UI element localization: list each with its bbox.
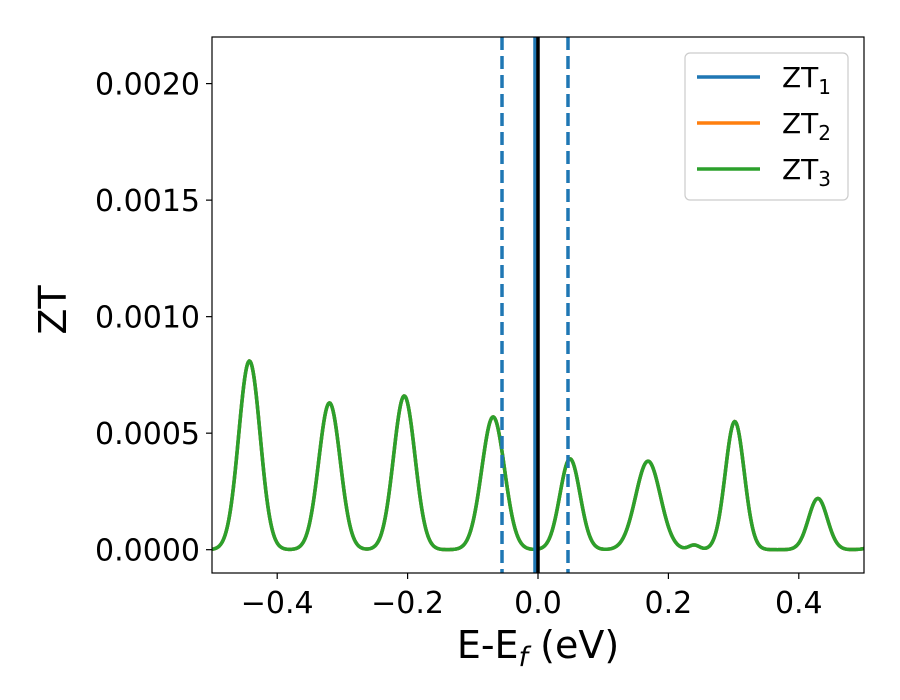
y-tick-label: 0.0010 [95, 301, 200, 336]
y-tick-label: 0.0005 [95, 417, 200, 452]
y-tick-label: 0.0015 [95, 184, 200, 219]
legend-label-zt1: ZT1 [782, 61, 831, 99]
x-tick-label: −0.2 [371, 586, 444, 621]
y-axis-label: ZT [31, 285, 75, 335]
plot-area [211, 36, 865, 574]
x-tick-label: −0.4 [241, 586, 314, 621]
x-axis-ticks: −0.4 −0.2 0.0 0.2 0.4 [241, 573, 823, 621]
x-tick-label: 0.0 [514, 586, 562, 621]
x-axis-label: E-Ef (eV) [457, 623, 619, 673]
legend-box [684, 52, 849, 201]
y-tick-label: 0.0020 [95, 68, 200, 103]
legend-label-zt2: ZT2 [782, 107, 831, 145]
y-tick-label: 0.0000 [95, 534, 200, 569]
x-tick-label: 0.4 [775, 586, 823, 621]
x-tick-label: 0.2 [645, 586, 693, 621]
legend: ZT1 ZT2 ZT3 [684, 52, 849, 201]
legend-label-zt3: ZT3 [782, 153, 831, 191]
y-axis-ticks: 0.0000 0.0005 0.0010 0.0015 0.0020 [95, 68, 212, 569]
